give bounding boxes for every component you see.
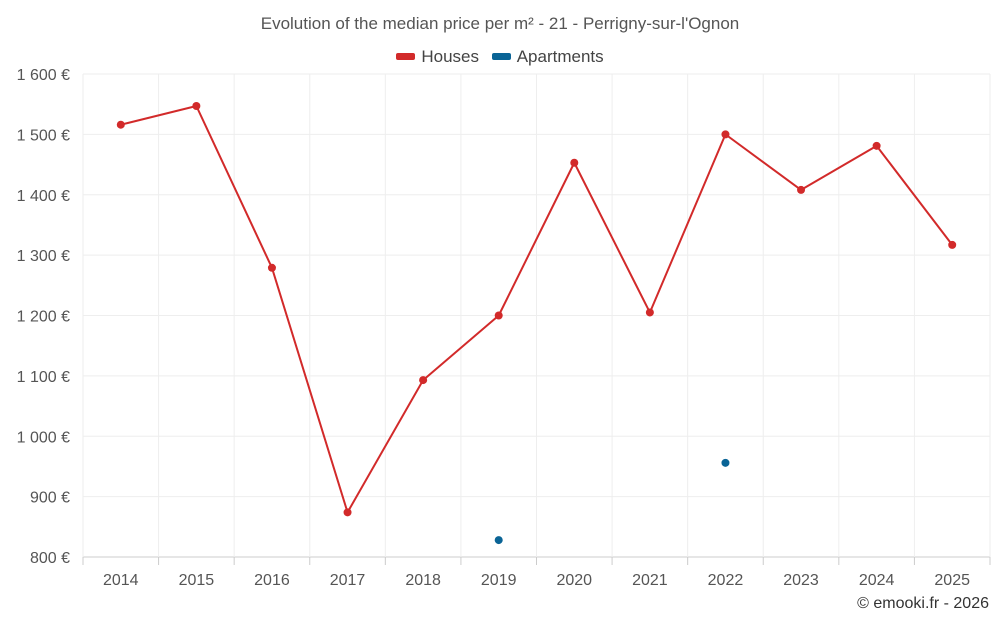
x-tick-label: 2015 [179, 572, 215, 589]
series-group [116, 101, 957, 545]
legend-label-houses: Houses [421, 46, 479, 66]
data-point-houses [116, 120, 125, 129]
x-tick-label: 2016 [254, 572, 290, 589]
x-tick-label: 2022 [708, 572, 744, 589]
data-point-houses [872, 141, 881, 150]
x-tick-label: 2018 [405, 572, 441, 589]
data-point-houses [570, 158, 579, 167]
data-point-houses [267, 263, 276, 272]
data-point-houses [494, 311, 503, 320]
x-tick-label: 2023 [783, 572, 819, 589]
x-tick-label: 2017 [330, 572, 366, 589]
y-tick-label: 1 500 € [17, 127, 70, 144]
y-tick-label: 1 000 € [17, 429, 70, 446]
x-tick-label: 2014 [103, 572, 139, 589]
chart-title: Evolution of the median price per m² - 2… [260, 14, 740, 33]
data-point-apartments [494, 536, 503, 545]
legend-label-apartments: Apartments [516, 46, 604, 66]
data-point-houses [645, 308, 654, 317]
series-line-houses [120, 104, 954, 514]
y-tick-label: 1 100 € [17, 369, 70, 386]
y-tick-label: 1 300 € [17, 248, 70, 265]
credit-text: © emooki.fr - 2026 [857, 595, 989, 612]
legend-swatch-houses [396, 53, 416, 60]
x-tick-label: 2025 [934, 572, 970, 589]
y-tick-label: 1 200 € [17, 309, 70, 326]
y-tick-label: 800 € [30, 550, 70, 567]
grid [82, 73, 991, 558]
y-tick-label: 1 600 € [17, 67, 70, 84]
x-tick-label: 2020 [556, 572, 592, 589]
y-tick-label: 900 € [30, 490, 70, 507]
y-tick-label: 1 400 € [17, 188, 70, 205]
data-point-apartments [721, 458, 730, 467]
legend-item-apartments[interactable]: Apartments [491, 46, 604, 67]
data-point-houses [419, 376, 428, 385]
legend-item-houses[interactable]: Houses [396, 47, 479, 67]
data-point-houses [721, 130, 730, 139]
data-point-houses [343, 508, 352, 517]
x-tick-label: 2019 [481, 572, 517, 589]
data-point-houses [797, 185, 806, 194]
data-point-houses [192, 101, 201, 110]
legend: Houses Apartments [0, 45, 1000, 67]
x-tick-label: 2021 [632, 572, 668, 589]
x-tick-label: 2024 [859, 572, 895, 589]
axes: 800 € 900 € 1 000 € 1 100 € 1 200 € 1 300 € 1 … [17, 67, 991, 589]
legend-swatch-apartments [491, 53, 511, 60]
data-point-houses [948, 240, 957, 249]
